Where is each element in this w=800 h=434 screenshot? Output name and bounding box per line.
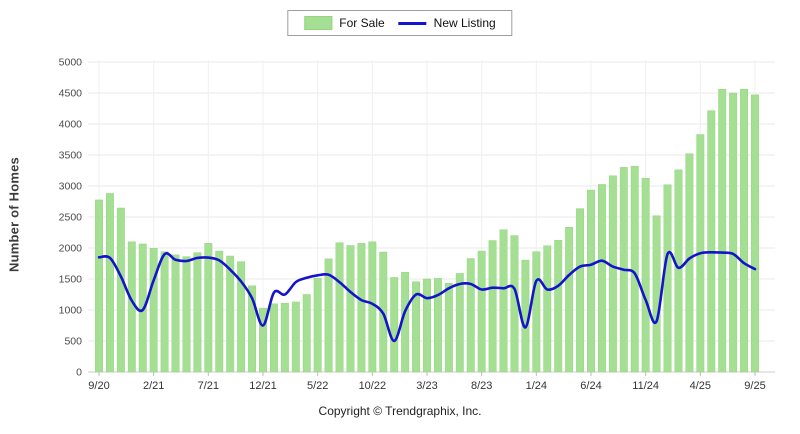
for-sale-bar: [182, 256, 191, 373]
for-sale-bar: [576, 208, 585, 373]
for-sale-bar: [641, 178, 650, 373]
for-sale-bar: [324, 258, 333, 373]
y-tick-label: 500: [64, 336, 82, 348]
y-tick-label: 4000: [59, 119, 83, 131]
x-tick-label: 8/23: [471, 380, 492, 392]
x-tick-label: 9/25: [744, 380, 765, 392]
new-listing-label: New Listing: [433, 16, 496, 30]
x-tick-label: 5/22: [307, 380, 328, 392]
for-sale-bar: [335, 242, 344, 373]
for-sale-bar: [193, 252, 202, 373]
x-tick-label: 9/20: [88, 380, 109, 392]
for-sale-bar: [226, 255, 235, 373]
x-tick-label: 10/22: [359, 380, 387, 392]
y-tick-label: 3000: [59, 181, 83, 193]
copyright-text: Copyright © Trendgraphix, Inc.: [318, 404, 482, 418]
for-sale-bar: [740, 89, 749, 373]
for-sale-bar: [718, 89, 727, 373]
y-tick-label: 0: [76, 367, 82, 379]
for-sale-bar: [565, 226, 574, 373]
for-sale-bar: [291, 301, 300, 373]
for-sale-bar: [444, 283, 453, 373]
for-sale-bar: [477, 250, 486, 373]
for-sale-bar: [488, 240, 497, 373]
legend: For Sale New Listing: [287, 10, 513, 36]
x-tick-label: 4/25: [690, 380, 711, 392]
for-sale-bar: [171, 254, 180, 373]
for-sale-bar: [543, 245, 552, 373]
for-sale-bar: [674, 169, 683, 373]
for-sale-bar: [663, 184, 672, 373]
for-sale-bar: [259, 307, 267, 373]
for-sale-label: For Sale: [339, 16, 385, 30]
new-listing-line: [97, 250, 757, 343]
x-tick-label: 1/24: [526, 380, 547, 392]
y-tick-label: 1500: [59, 274, 83, 286]
for-sale-bar: [433, 278, 442, 373]
x-tick-label: 11/24: [632, 380, 659, 392]
for-sale-bar: [412, 281, 421, 373]
for-sale-bar: [269, 303, 278, 373]
for-sale-bar: [95, 199, 103, 373]
for-sale-bar: [652, 215, 661, 373]
for-sale-bar: [237, 261, 246, 373]
y-tick-label: 5000: [59, 57, 83, 69]
y-axis-title: Number of Homes: [6, 157, 22, 272]
legend-item-for-sale: For Sale: [304, 16, 385, 30]
y-tick-label: 1000: [59, 305, 83, 317]
for-sale-bar: [729, 92, 738, 373]
x-tick-label: 2/21: [143, 380, 164, 392]
for-sale-swatch: [304, 16, 333, 30]
for-sale-bar: [554, 240, 563, 373]
for-sale-bar: [499, 229, 508, 373]
for-sale-bar: [204, 243, 213, 373]
for-sale-bar: [160, 251, 169, 373]
y-tick-label: 2000: [59, 243, 83, 255]
y-tick-label: 2500: [59, 212, 83, 224]
for-sale-bar: [751, 94, 759, 373]
for-sale-bar: [149, 248, 158, 373]
for-sale-bar: [597, 184, 606, 373]
for-sale-bar: [302, 294, 311, 373]
for-sale-bar: [587, 189, 595, 373]
new-listing-swatch: [398, 21, 427, 25]
for-sale-bar: [510, 235, 519, 373]
for-sale-bar: [423, 278, 431, 373]
for-sale-bar: [707, 110, 716, 373]
for-sale-bar: [248, 285, 257, 373]
for-sale-bar: [105, 193, 114, 373]
for-sale-bar: [466, 258, 475, 373]
for-sale-bar: [346, 245, 355, 373]
y-tick-label: 4500: [59, 88, 83, 100]
for-sale-bar: [313, 278, 322, 373]
y-tick-label: 3500: [59, 150, 83, 162]
for-sale-bar: [630, 165, 639, 373]
for-sale-bar: [608, 175, 617, 373]
x-tick-label: 6/24: [580, 380, 601, 392]
for-sale-bar: [390, 277, 399, 373]
for-sale-bar: [215, 250, 224, 373]
legend-item-new-listing: New Listing: [398, 16, 496, 30]
x-tick-label: 3/23: [416, 380, 437, 392]
x-tick-label: 12/21: [249, 380, 277, 392]
x-tick-label: 7/21: [198, 380, 219, 392]
for-sale-bar: [455, 273, 464, 373]
for-sale-bar: [116, 207, 125, 373]
for-sale-bar: [280, 302, 289, 373]
for-sale-bar: [532, 251, 541, 373]
for-sale-bar: [357, 243, 366, 373]
